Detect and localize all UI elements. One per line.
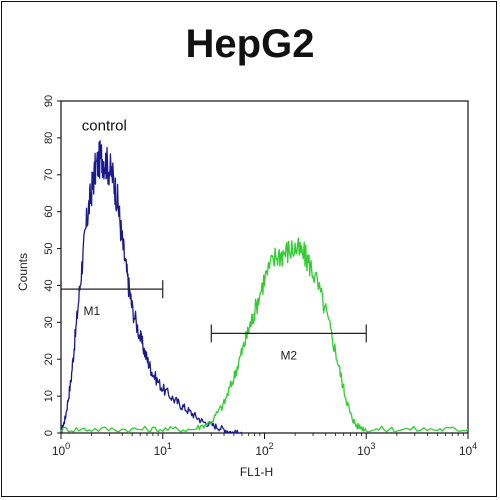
x-tick-label-1000: 103 <box>357 441 375 458</box>
x-tick-label-10000: 104 <box>459 441 477 458</box>
x-tick-exponent: 4 <box>472 441 477 451</box>
y-tick-label-20: 20 <box>43 353 55 365</box>
y-tick-label-30: 30 <box>43 316 55 328</box>
axes <box>60 100 469 434</box>
x-axis-label: FL1-H <box>240 465 273 479</box>
series <box>60 140 469 434</box>
gate-markers: M1 M2 <box>60 280 367 362</box>
y-tick-label-40: 40 <box>43 279 55 291</box>
y-tick-label-60: 60 <box>43 206 55 218</box>
y-tick-label-50: 50 <box>43 242 55 254</box>
series-line-0 <box>60 140 243 434</box>
y-tick-label-70: 70 <box>43 169 55 181</box>
y-tick-label-90: 90 <box>43 95 55 107</box>
y-axis-label: Counts <box>16 253 30 291</box>
chart-title: HepG2 <box>185 22 315 66</box>
y-tick-label-10: 10 <box>43 390 55 402</box>
gate-marker-m2: M2 <box>210 324 367 362</box>
x-tick-exponent: 1 <box>167 441 172 451</box>
series-line-1 <box>60 237 469 434</box>
gate-label: M2 <box>280 348 297 362</box>
x-tick-exponent: 2 <box>269 441 274 451</box>
gate-marker-m1: M1 <box>60 280 164 318</box>
y-tick-label-0: 0 <box>43 430 55 436</box>
control-annotation: control <box>82 118 127 135</box>
x-tick-label-1: 100 <box>52 441 70 458</box>
x-tick-label-100: 102 <box>255 441 273 458</box>
plot-area <box>60 100 469 434</box>
x-tick-exponent: 0 <box>65 441 70 451</box>
gate-label: M1 <box>84 304 101 318</box>
x-tick-label-10: 101 <box>154 441 172 458</box>
x-tick-exponent: 3 <box>370 441 375 451</box>
y-tick-label-80: 80 <box>43 132 55 144</box>
